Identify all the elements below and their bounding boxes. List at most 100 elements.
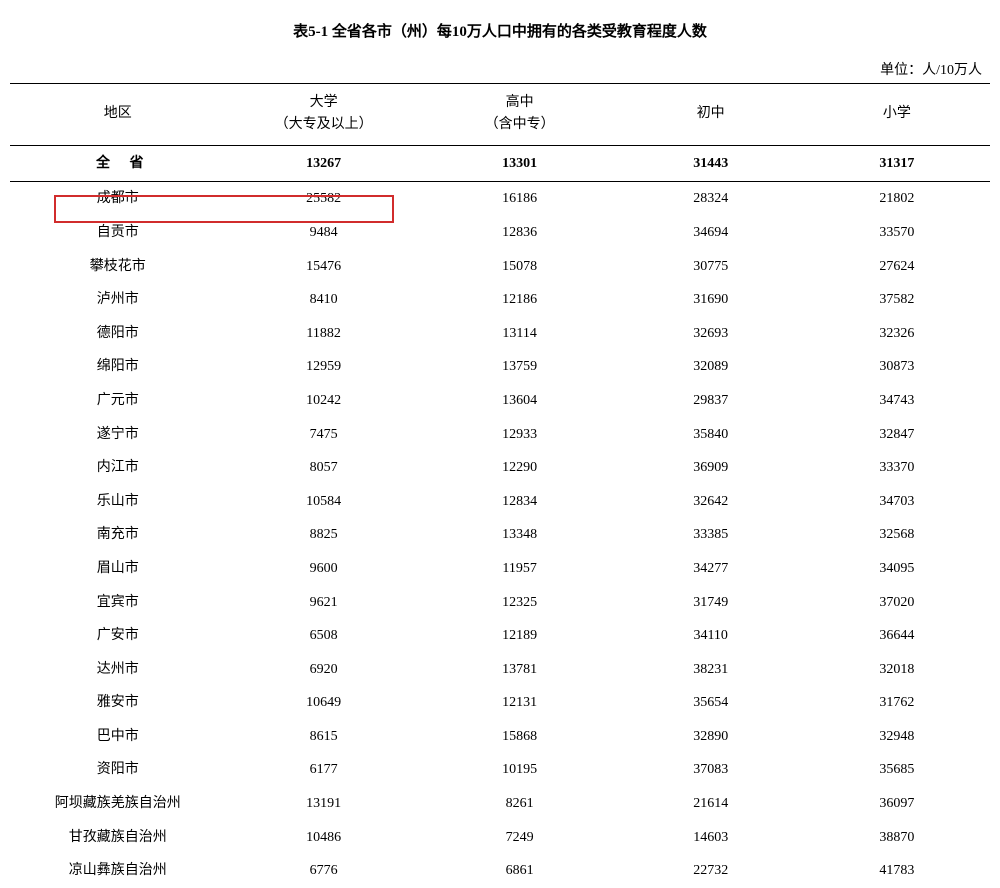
- cell-region: 眉山市: [10, 552, 226, 586]
- cell-primary: 37020: [804, 586, 990, 620]
- cell-region: 广元市: [10, 384, 226, 418]
- unit-label: 单位：人/10万人: [10, 59, 990, 79]
- cell-region: 绵阳市: [10, 350, 226, 384]
- cell-region: 南充市: [10, 518, 226, 552]
- table-row: 成都市25582161862832421802: [10, 182, 990, 216]
- cell-middle: 14603: [618, 821, 804, 855]
- cell-region: 成都市: [10, 182, 226, 216]
- cell-middle: 37083: [618, 753, 804, 787]
- cell-college: 8410: [226, 283, 422, 317]
- table-row: 攀枝花市15476150783077527624: [10, 250, 990, 284]
- cell-primary: 32847: [804, 418, 990, 452]
- summary-region: 全 省: [10, 145, 226, 182]
- cell-region: 巴中市: [10, 720, 226, 754]
- cell-middle: 34694: [618, 216, 804, 250]
- cell-middle: 31690: [618, 283, 804, 317]
- table-row: 资阳市6177101953708335685: [10, 753, 990, 787]
- cell-middle: 36909: [618, 451, 804, 485]
- cell-college: 10584: [226, 485, 422, 519]
- table-row: 乐山市10584128343264234703: [10, 485, 990, 519]
- cell-region: 凉山彝族自治州: [10, 854, 226, 888]
- cell-highschool: 13114: [422, 317, 618, 351]
- summary-primary: 31317: [804, 145, 990, 182]
- cell-college: 8825: [226, 518, 422, 552]
- col-college-line2: （大专及以上）: [275, 117, 373, 132]
- cell-primary: 35685: [804, 753, 990, 787]
- cell-highschool: 13348: [422, 518, 618, 552]
- cell-highschool: 12933: [422, 418, 618, 452]
- cell-primary: 32948: [804, 720, 990, 754]
- cell-middle: 29837: [618, 384, 804, 418]
- cell-highschool: 11957: [422, 552, 618, 586]
- cell-middle: 34110: [618, 619, 804, 653]
- cell-primary: 38870: [804, 821, 990, 855]
- cell-primary: 36644: [804, 619, 990, 653]
- cell-primary: 32568: [804, 518, 990, 552]
- table-row: 自贡市9484128363469433570: [10, 216, 990, 250]
- cell-highschool: 8261: [422, 787, 618, 821]
- cell-middle: 31749: [618, 586, 804, 620]
- cell-middle: 30775: [618, 250, 804, 284]
- cell-highschool: 12834: [422, 485, 618, 519]
- cell-highschool: 15868: [422, 720, 618, 754]
- cell-college: 10486: [226, 821, 422, 855]
- table-row: 南充市8825133483338532568: [10, 518, 990, 552]
- cell-middle: 35654: [618, 686, 804, 720]
- cell-middle: 35840: [618, 418, 804, 452]
- cell-college: 6776: [226, 854, 422, 888]
- cell-primary: 34095: [804, 552, 990, 586]
- cell-highschool: 12290: [422, 451, 618, 485]
- table-body: 全 省 13267 13301 31443 31317 成都市255821618…: [10, 145, 990, 888]
- cell-region: 乐山市: [10, 485, 226, 519]
- table-row: 雅安市10649121313565431762: [10, 686, 990, 720]
- cell-highschool: 12836: [422, 216, 618, 250]
- summary-row: 全 省 13267 13301 31443 31317: [10, 145, 990, 182]
- cell-primary: 27624: [804, 250, 990, 284]
- cell-region: 德阳市: [10, 317, 226, 351]
- cell-highschool: 12325: [422, 586, 618, 620]
- cell-highschool: 13604: [422, 384, 618, 418]
- cell-highschool: 13781: [422, 653, 618, 687]
- table-row: 凉山彝族自治州677668612273241783: [10, 854, 990, 888]
- cell-highschool: 6861: [422, 854, 618, 888]
- cell-middle: 32642: [618, 485, 804, 519]
- cell-middle: 22732: [618, 854, 804, 888]
- table-row: 巴中市8615158683289032948: [10, 720, 990, 754]
- col-highschool-line1: 高中: [506, 95, 534, 110]
- col-highschool-line2: （含中专）: [485, 117, 555, 132]
- cell-middle: 38231: [618, 653, 804, 687]
- cell-primary: 33370: [804, 451, 990, 485]
- cell-primary: 30873: [804, 350, 990, 384]
- education-table: 地区 大学 （大专及以上） 高中 （含中专） 初中 小学 全 省 13267 1…: [10, 83, 990, 888]
- cell-college: 9621: [226, 586, 422, 620]
- table-row: 广安市6508121893411036644: [10, 619, 990, 653]
- table-row: 内江市8057122903690933370: [10, 451, 990, 485]
- cell-highschool: 16186: [422, 182, 618, 216]
- cell-college: 8057: [226, 451, 422, 485]
- summary-middle: 31443: [618, 145, 804, 182]
- cell-college: 13191: [226, 787, 422, 821]
- table-row: 眉山市9600119573427734095: [10, 552, 990, 586]
- col-highschool: 高中 （含中专）: [422, 84, 618, 146]
- cell-region: 遂宁市: [10, 418, 226, 452]
- table-row: 达州市6920137813823132018: [10, 653, 990, 687]
- table-row: 甘孜藏族自治州1048672491460338870: [10, 821, 990, 855]
- cell-highschool: 10195: [422, 753, 618, 787]
- cell-highschool: 13759: [422, 350, 618, 384]
- table-row: 遂宁市7475129333584032847: [10, 418, 990, 452]
- summary-highschool: 13301: [422, 145, 618, 182]
- cell-region: 自贡市: [10, 216, 226, 250]
- cell-highschool: 12189: [422, 619, 618, 653]
- cell-college: 10649: [226, 686, 422, 720]
- cell-region: 宜宾市: [10, 586, 226, 620]
- cell-middle: 21614: [618, 787, 804, 821]
- cell-middle: 34277: [618, 552, 804, 586]
- table-row: 阿坝藏族羌族自治州1319182612161436097: [10, 787, 990, 821]
- cell-middle: 32693: [618, 317, 804, 351]
- table-row: 德阳市11882131143269332326: [10, 317, 990, 351]
- cell-region: 攀枝花市: [10, 250, 226, 284]
- col-college: 大学 （大专及以上）: [226, 84, 422, 146]
- cell-middle: 28324: [618, 182, 804, 216]
- cell-primary: 33570: [804, 216, 990, 250]
- cell-middle: 33385: [618, 518, 804, 552]
